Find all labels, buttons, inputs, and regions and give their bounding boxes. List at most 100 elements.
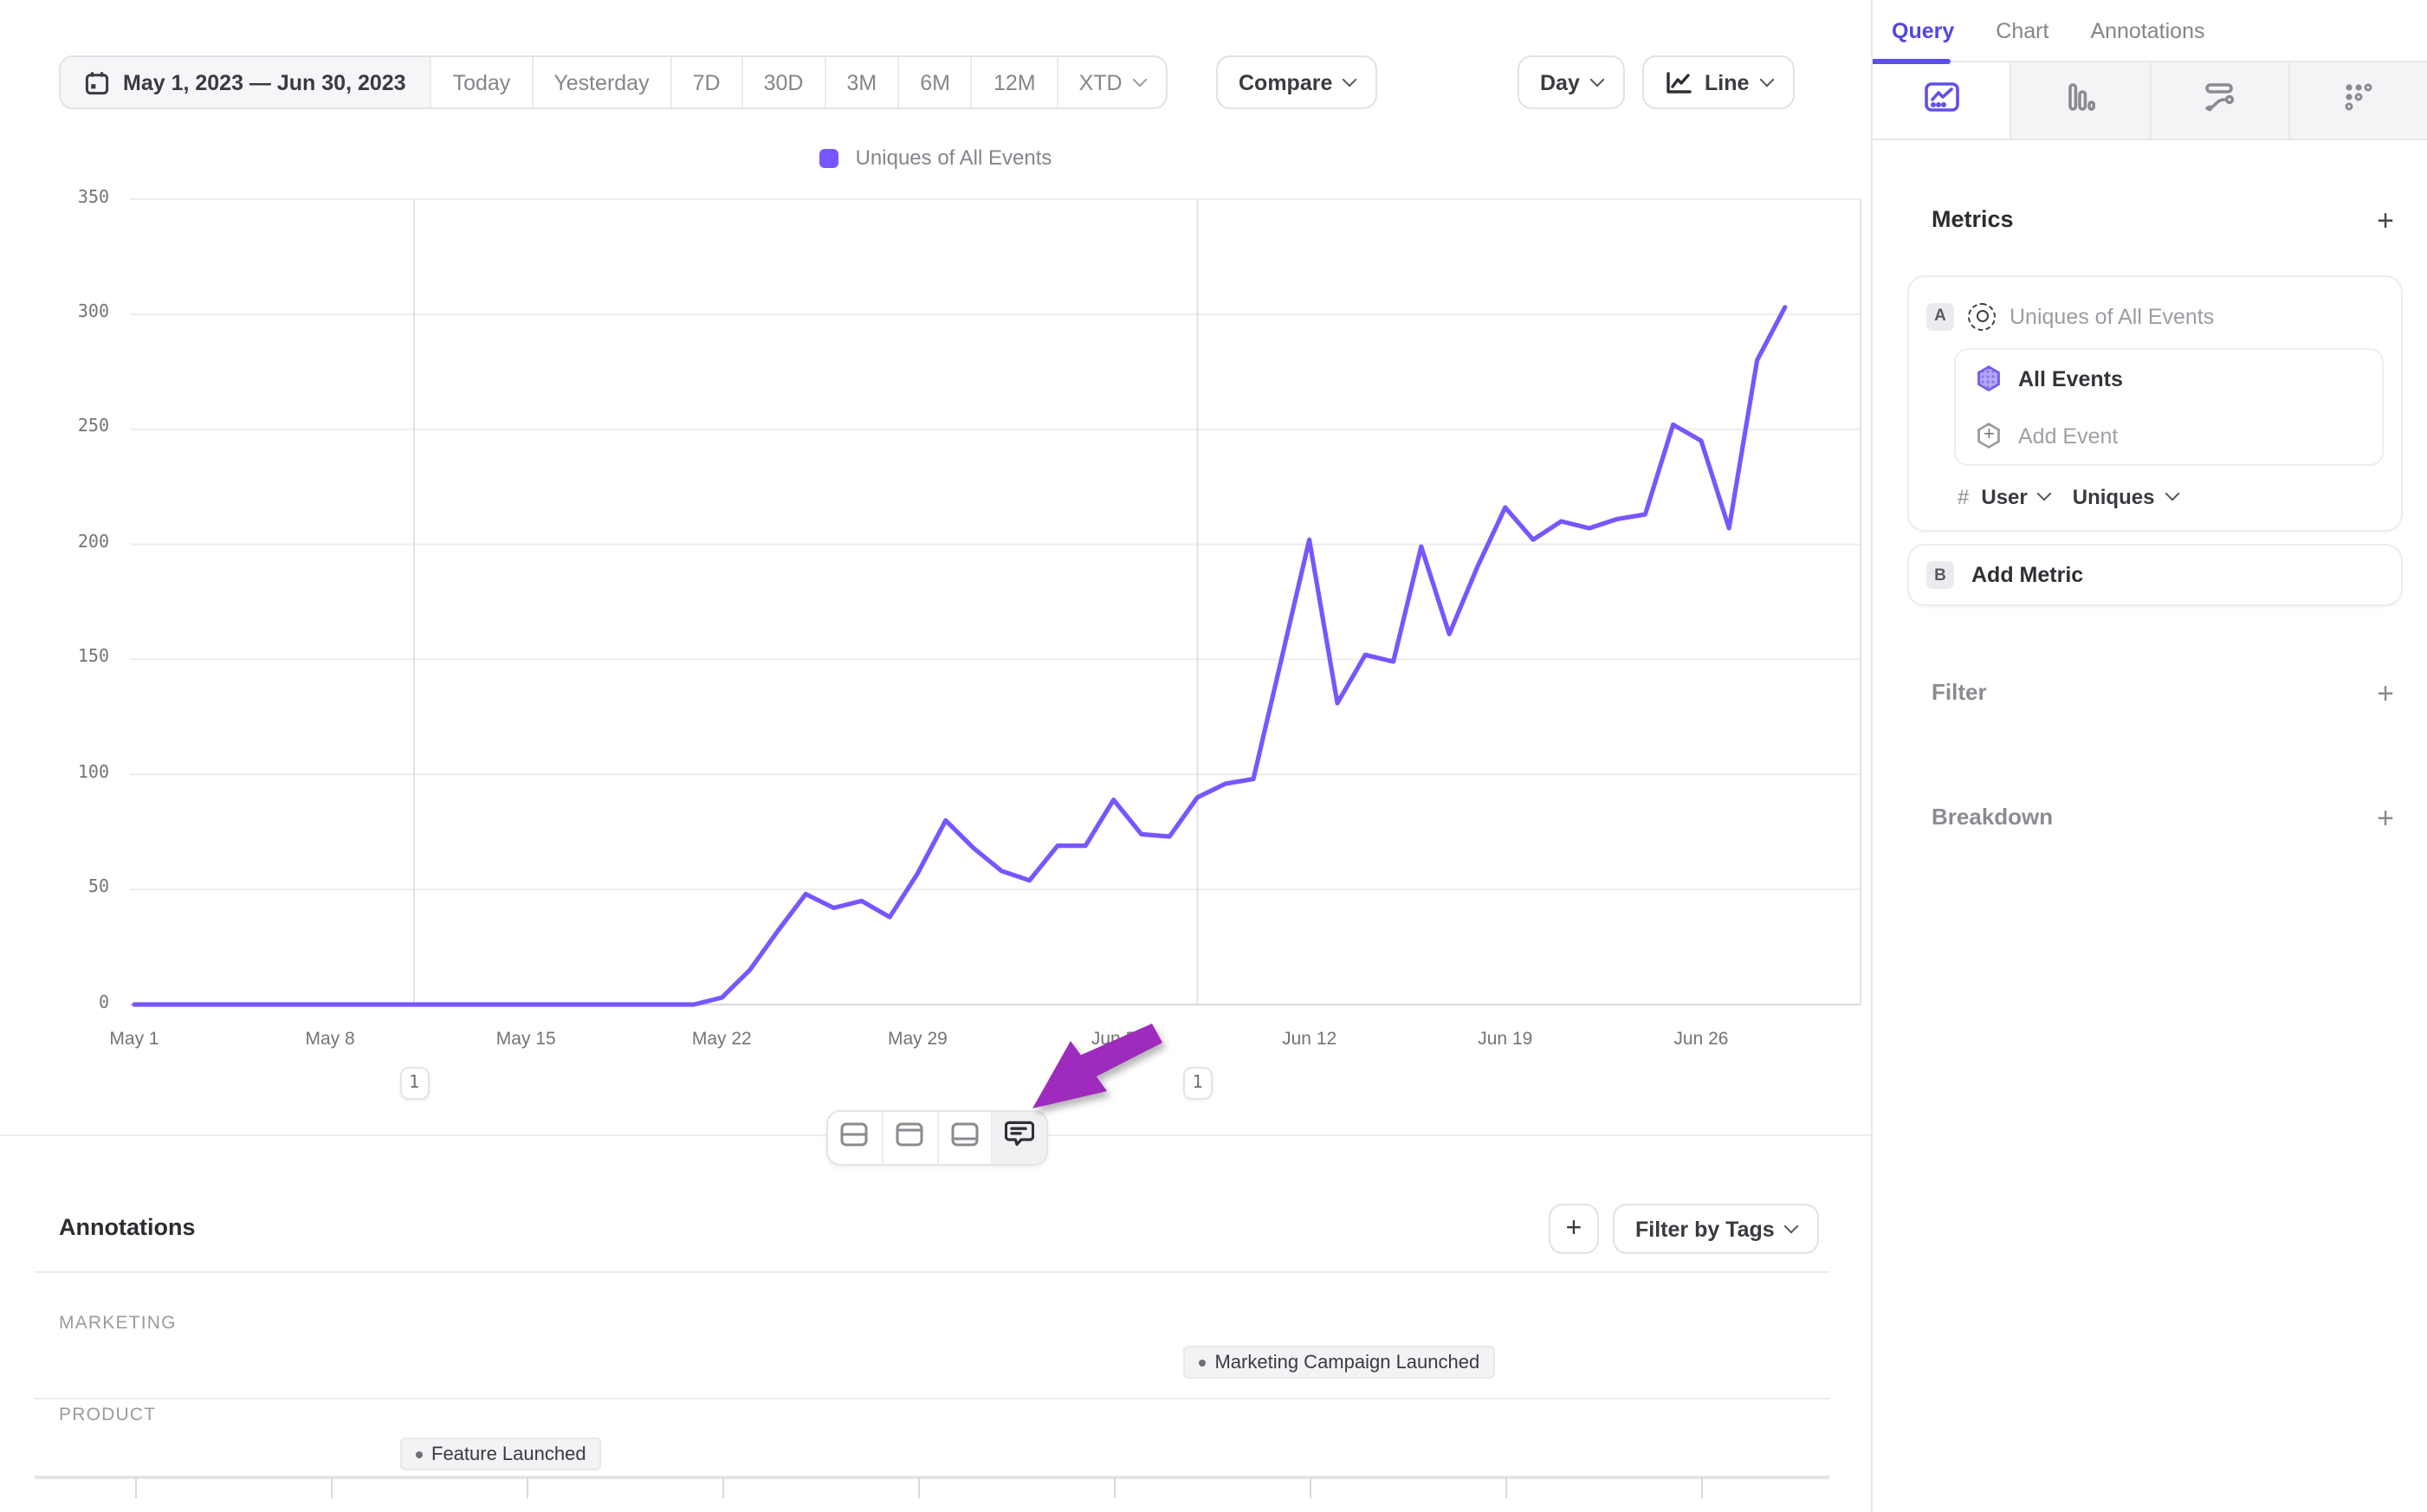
event-row-all-events[interactable]: All Events: [1956, 350, 2382, 407]
chevron-down-icon[interactable]: [2037, 486, 2053, 501]
preset-30d[interactable]: 30D: [741, 57, 825, 107]
bottom-panel-icon: [951, 1121, 979, 1154]
y-axis-label: 100: [77, 763, 109, 783]
split-rows-icon: [841, 1121, 869, 1154]
y-axis-label: 50: [87, 878, 109, 898]
active-tab-underline: [1873, 59, 1951, 64]
line-chart: 0 50 100 150 200 250 300 350 May 1 May 8 May 15 May…: [77, 188, 1861, 1100]
preset-3m[interactable]: 3M: [824, 57, 897, 107]
series-line[interactable]: [132, 305, 1788, 1007]
hexagon-plus-icon: +: [1977, 423, 2000, 449]
timeline-tick: [526, 1477, 528, 1498]
x-axis-label: Jun 19: [1478, 1029, 1533, 1050]
metric-b-badge: B: [1926, 561, 1954, 589]
chevron-down-icon: [1132, 71, 1148, 87]
timeline-tick: [722, 1477, 724, 1498]
chevron-down-icon[interactable]: [2164, 486, 2179, 501]
metric-card-a: A Uniques of All Events All Events + Add…: [1907, 275, 2403, 532]
preset-7d[interactable]: 7D: [670, 57, 741, 107]
preset-yesterday[interactable]: Yesterday: [531, 57, 670, 107]
query-sidebar: Query Chart Annotations Metrics + A Unique…: [1871, 0, 2427, 1512]
y-axis-label: 250: [77, 417, 109, 437]
report-type-retention-dots[interactable]: [2288, 62, 2427, 139]
row-divider: [35, 1271, 1829, 1273]
bullet-icon: [1199, 1359, 1207, 1366]
tab-chart[interactable]: Chart: [1996, 18, 2049, 42]
tab-query[interactable]: Query: [1892, 18, 1955, 42]
add-filter-plus-icon[interactable]: +: [2377, 677, 2394, 710]
calendar-icon: [85, 71, 109, 94]
compare-button[interactable]: Compare: [1216, 55, 1378, 109]
x-axis-label: May 8: [305, 1029, 355, 1050]
filter-by-tags-button[interactable]: Filter by Tags: [1613, 1204, 1820, 1254]
insights-line-icon: [1922, 77, 1960, 124]
flows-icon: [2200, 77, 2238, 124]
report-type-insights-line[interactable]: [1873, 62, 2010, 139]
retention-dots-icon: [2340, 77, 2378, 124]
plus-icon: +: [1565, 1213, 1582, 1243]
sidebar-tabs: Query Chart Annotations: [1873, 0, 2427, 64]
chevron-down-icon: [1758, 71, 1774, 87]
annotation-item[interactable]: Marketing Campaign Launched: [1183, 1346, 1496, 1379]
granularity-label: Day: [1540, 70, 1580, 94]
metrics-heading: Metrics: [1932, 206, 2014, 232]
annotations-timeline-axis: [35, 1476, 1829, 1479]
metric-a-badge: A: [1926, 302, 1954, 330]
row-divider: [35, 1398, 1829, 1399]
preset-6m[interactable]: 6M: [897, 57, 971, 107]
comment-icon: [1005, 1121, 1035, 1155]
breakdown-heading: Breakdown: [1932, 804, 2054, 830]
compare-label: Compare: [1239, 70, 1333, 94]
y-axis-label: 350: [77, 188, 109, 207]
date-range-picker[interactable]: May 1, 2023 — Jun 30, 2023: [61, 57, 430, 107]
x-axis-label: May 15: [495, 1029, 556, 1050]
granularity-button[interactable]: Day: [1518, 55, 1625, 109]
annotation-count-badge[interactable]: 1: [399, 1067, 429, 1100]
annotation-category-label: MARKETING: [59, 1313, 177, 1334]
bottom-panel-button[interactable]: [936, 1112, 992, 1164]
annotation-count-badge[interactable]: 1: [1182, 1067, 1213, 1100]
chart-type-label: Line: [1705, 70, 1750, 94]
x-axis-label: May 1: [109, 1029, 159, 1050]
annotations-section-title: Annotations: [59, 1214, 196, 1240]
annotation-item-label: Feature Launched: [431, 1444, 586, 1464]
add-event-row[interactable]: + Add Event: [1956, 407, 2382, 464]
add-metric-plus-icon[interactable]: +: [2377, 204, 2394, 237]
add-event-label: Add Event: [2018, 423, 2119, 448]
add-metric-card[interactable]: B Add Metric: [1907, 544, 2403, 606]
chevron-down-icon: [1784, 1218, 1800, 1233]
preset-today[interactable]: Today: [430, 57, 532, 107]
top-panel-icon: [896, 1121, 923, 1154]
legend-swatch-icon: [819, 148, 838, 167]
chart-type-button[interactable]: Line: [1642, 55, 1795, 109]
annotation-category-label: PRODUCT: [59, 1405, 157, 1425]
annotation-item[interactable]: Feature Launched: [400, 1438, 602, 1470]
metric-a-header[interactable]: A Uniques of All Events: [1926, 291, 2384, 341]
report-type-flows[interactable]: [2149, 62, 2288, 139]
comment-button[interactable]: [991, 1112, 1046, 1164]
chevron-down-icon: [1342, 71, 1357, 87]
filter-by-tags-label: Filter by Tags: [1635, 1217, 1775, 1241]
top-panel-button[interactable]: [881, 1112, 937, 1164]
add-metric-label: Add Metric: [1971, 563, 2084, 587]
measure-entity-dropdown[interactable]: User: [1981, 485, 2028, 509]
report-type-bar-chart[interactable]: [2010, 62, 2149, 139]
add-breakdown-plus-icon[interactable]: +: [2377, 802, 2394, 835]
x-axis-label: Jun 12: [1282, 1029, 1337, 1050]
metric-a-name: Uniques of All Events: [2010, 304, 2215, 328]
y-axis-label: 0: [98, 993, 109, 1012]
timeline-tick: [1309, 1477, 1311, 1498]
add-annotation-button[interactable]: +: [1549, 1204, 1599, 1254]
preset-12m[interactable]: 12M: [970, 57, 1057, 107]
tab-annotations[interactable]: Annotations: [2090, 18, 2205, 42]
legend-label: Uniques of All Events: [855, 145, 1052, 170]
bullet-icon: [416, 1451, 423, 1457]
measure-row: # User Uniques: [1926, 466, 2384, 528]
x-axis-label: Jun 26: [1673, 1029, 1729, 1050]
main-chart-panel: 0 50 100 150 200 250 300 350 May 1 May 8 May 15 May…: [0, 55, 1871, 1498]
preset-xtd[interactable]: XTD: [1056, 57, 1166, 107]
chart-layout-toolbar: [826, 1110, 1048, 1166]
split-rows-button[interactable]: [828, 1112, 882, 1164]
measure-type-dropdown[interactable]: Uniques: [2072, 485, 2155, 509]
